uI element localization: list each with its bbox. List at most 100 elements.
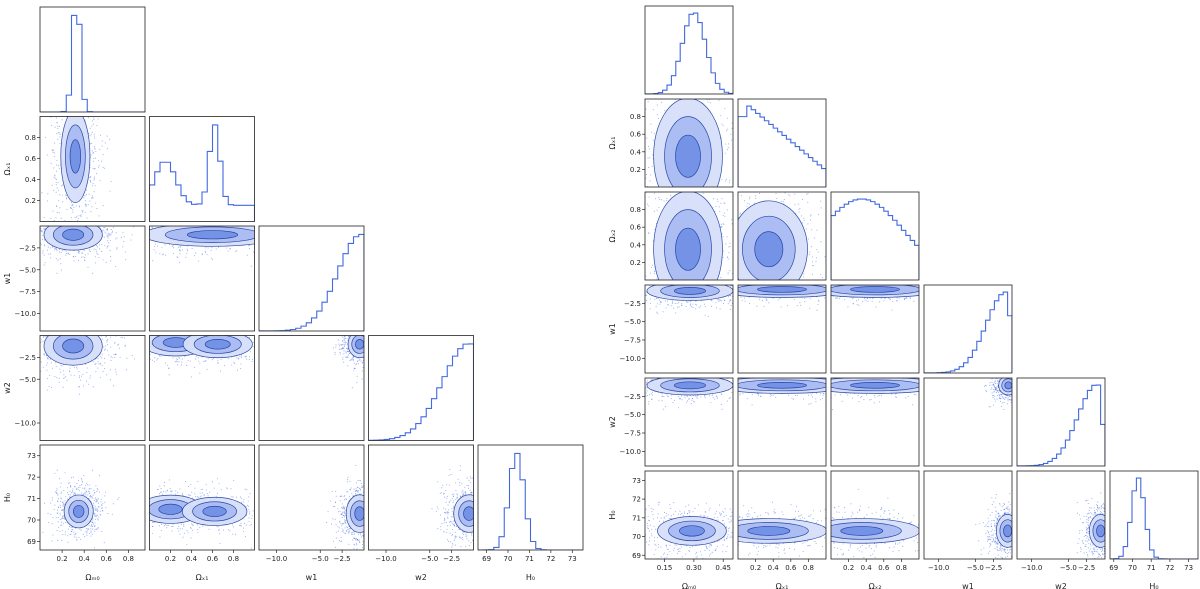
y-tick-label: −10.0	[15, 310, 36, 318]
y-axis-label: w2	[608, 416, 617, 428]
panel-frame	[738, 471, 826, 559]
histogram-line	[40, 15, 145, 112]
histogram-line	[1017, 385, 1105, 466]
x-tick-label: 0.2	[165, 555, 176, 563]
panel-w1-vs-Ω_m0: −10.0−7.5−5.0−2.5w1	[1, 193, 154, 331]
x-tick-label: −5.0	[1060, 564, 1077, 572]
x-tick-label: 0.30	[686, 564, 702, 572]
panel-w1-vs-w1	[924, 285, 1012, 373]
contour-level	[63, 339, 84, 353]
y-tick-label: −10.0	[620, 355, 641, 363]
y-tick-label: 72	[632, 496, 641, 504]
contour-level	[1003, 525, 1011, 537]
panel-Ω_x2-vs-Ω_x2	[831, 192, 919, 280]
contour-level	[70, 140, 81, 174]
y-tick-label: 0.8	[630, 206, 641, 214]
panel-w1-vs-Ω_x1	[580, 269, 990, 373]
y-tick-label: −10.0	[620, 448, 641, 456]
contour-level	[464, 507, 475, 521]
panel-frame	[259, 445, 364, 550]
x-axis-label: Ωₘ₀	[85, 573, 99, 582]
contour-level	[757, 286, 806, 292]
y-tick-label: 0.6	[25, 155, 37, 163]
panel-frame	[1017, 471, 1105, 559]
histogram-line	[738, 106, 826, 187]
x-tick-label: 70	[1128, 564, 1137, 572]
x-axis-label: w2	[1055, 582, 1067, 589]
histogram-line	[478, 453, 583, 550]
panel-w1-vs-Ω_m0: −10.0 −7.5 −5.0 −2.5 w1	[574, 267, 824, 373]
x-tick-label: −2.5	[443, 555, 460, 563]
panel-Ω_m0-vs-Ω_m0	[645, 6, 733, 94]
x-axis-label: Ωₓ₂	[869, 582, 882, 589]
y-tick-label: 69	[27, 538, 36, 546]
x-tick-label: 72	[546, 555, 555, 563]
y-tick-label: 71	[632, 514, 641, 522]
x-tick-label: −5.0	[421, 555, 438, 563]
histogram-line	[150, 125, 255, 222]
x-tick-label: 0.6	[878, 564, 890, 572]
x-tick-label: −5.0	[312, 555, 329, 563]
x-tick-label: 0.4	[861, 564, 873, 572]
y-axis-label: Ωₓ₁	[608, 137, 617, 150]
panel-frame	[831, 471, 919, 559]
y-tick-label: 0.4	[25, 176, 37, 184]
x-tick-label: 0.8	[803, 564, 814, 572]
y-tick-label: −2.5	[19, 354, 36, 362]
y-axis-label: w1	[608, 323, 617, 335]
x-tick-label: 0.15	[657, 564, 673, 572]
y-tick-label: 0.8	[25, 134, 36, 142]
x-axis-label: H₀	[526, 573, 535, 582]
contour-level	[73, 505, 84, 517]
y-axis-label: H₀	[3, 493, 12, 502]
y-tick-label: −5.0	[624, 318, 641, 326]
panel-w2-vs-w2	[1017, 378, 1105, 466]
y-tick-label: 0.6	[630, 131, 642, 139]
y-tick-label: −2.5	[624, 393, 641, 401]
y-tick-label: −7.5	[19, 288, 36, 296]
contour-level	[748, 526, 790, 535]
y-axis-label: Ωₓ₁	[3, 163, 12, 176]
contour-level	[203, 506, 227, 516]
panel-H_0-vs-w1: −10.0 −5.0 −2.5w1	[259, 445, 392, 582]
x-tick-label: 0.8	[228, 555, 239, 563]
x-tick-label: −10.0	[1021, 564, 1042, 572]
contour-level	[850, 382, 899, 388]
x-tick-label: 0.6	[785, 564, 797, 572]
contour-level	[755, 232, 783, 267]
y-tick-label: −5.0	[624, 411, 641, 419]
y-tick-label: 73	[27, 452, 36, 460]
panel-w1-vs-Ω_x1	[35, 201, 425, 331]
x-tick-label: −2.5	[334, 555, 351, 563]
contour-level	[355, 507, 365, 521]
y-axis-label: Ωₓ₂	[608, 230, 617, 243]
panel-w2-vs-Ω_m0: −10.0 −7.5 −5.0 −2.5 w2	[566, 361, 784, 466]
x-tick-label: 70	[504, 555, 513, 563]
histogram-line	[369, 344, 474, 441]
x-tick-label: 0.4	[768, 564, 780, 572]
x-axis-label: w2	[415, 573, 427, 582]
x-tick-label: 71	[1147, 564, 1156, 572]
y-tick-label: −7.5	[624, 337, 641, 345]
x-tick-label: 0.8	[123, 555, 134, 563]
panel-w2-vs-Ω_x1	[617, 361, 945, 466]
panel-w2-vs-Ω_m0: −10.0−5.0−2.5w2	[0, 298, 150, 441]
panel-frame	[40, 7, 145, 112]
x-tick-label: 0.2	[843, 564, 854, 572]
panel-frame	[738, 285, 826, 373]
y-tick-label: 70	[27, 517, 36, 525]
x-tick-label: 0.6	[207, 555, 219, 563]
y-axis-label: H₀	[608, 510, 617, 519]
x-tick-label: 73	[1184, 564, 1193, 572]
x-tick-label: 0.4	[79, 555, 91, 563]
x-tick-label: 0.45	[715, 564, 731, 572]
y-tick-label: −7.5	[624, 430, 641, 438]
x-tick-label: −2.5	[1078, 564, 1095, 572]
y-tick-label: 0.4	[630, 241, 642, 249]
y-tick-label: −2.5	[624, 300, 641, 308]
contour-level	[1005, 382, 1012, 389]
